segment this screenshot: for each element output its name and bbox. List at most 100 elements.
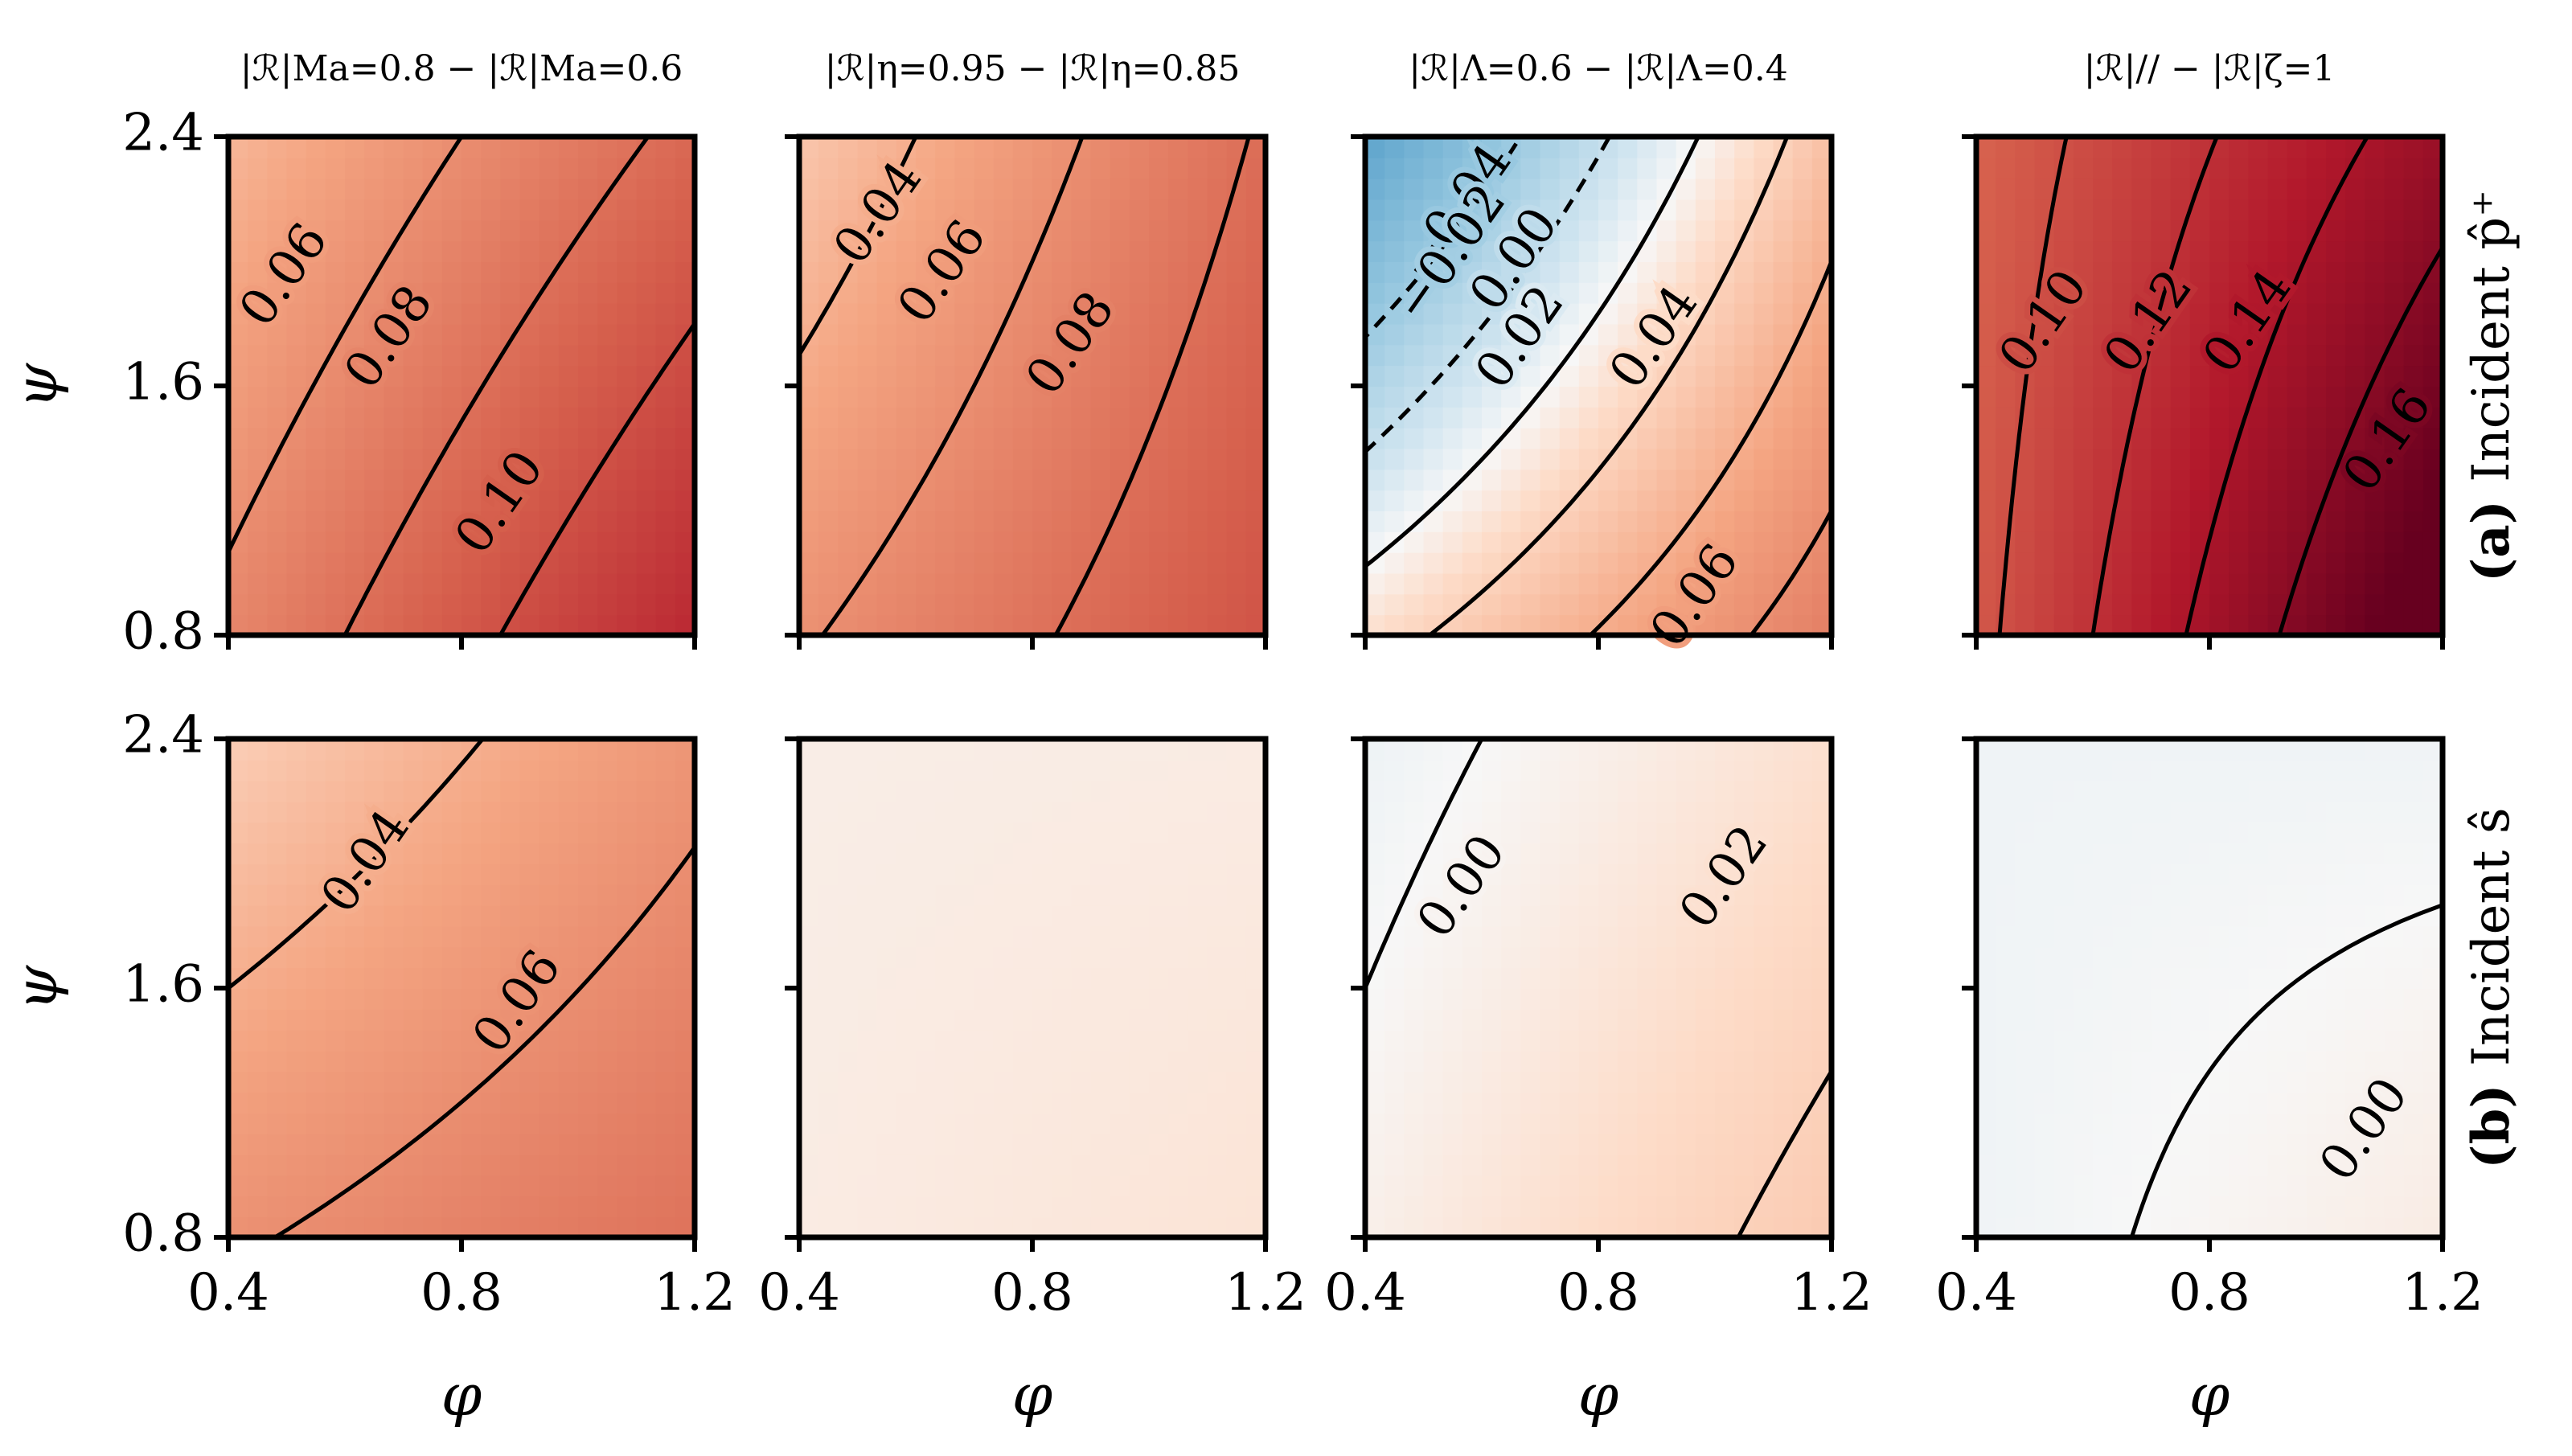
field-cell — [1012, 386, 1033, 408]
field-cell — [1384, 1113, 1405, 1134]
field-cell — [1012, 1113, 1033, 1134]
field-cell — [2073, 780, 2094, 802]
field-cell — [1773, 552, 1794, 574]
field-cell — [1996, 178, 2016, 200]
field-cell — [818, 199, 839, 221]
field-cell — [1110, 1196, 1130, 1218]
field-cell — [2306, 552, 2327, 574]
field-cell — [422, 593, 443, 616]
field-cell — [325, 281, 346, 304]
field-cell — [2093, 261, 2114, 283]
field-cell — [2365, 572, 2385, 595]
field-cell — [1598, 739, 1619, 761]
field-cell — [1792, 406, 1813, 429]
field-cell — [876, 365, 897, 387]
field-cell — [799, 261, 820, 283]
field-cell — [617, 302, 638, 325]
field-cell — [935, 219, 956, 242]
field-cell — [1129, 137, 1150, 158]
field-cell — [2053, 281, 2074, 304]
field-cell — [1071, 925, 1092, 948]
field-cell — [441, 988, 462, 1010]
field-cell — [2015, 531, 2036, 553]
field-cell — [1676, 822, 1696, 844]
field-cell — [1695, 344, 1716, 367]
field-cell — [558, 178, 579, 200]
field-cell — [2365, 137, 2385, 158]
field-cell — [1734, 281, 1755, 304]
field-cell — [2326, 137, 2347, 158]
field-cell — [500, 739, 521, 761]
field-cell — [1540, 469, 1561, 491]
field-cell — [2112, 511, 2133, 532]
field-cell — [2287, 490, 2307, 511]
field-cell — [1129, 1154, 1150, 1176]
field-cell — [597, 323, 618, 346]
field-cell — [461, 1008, 482, 1031]
field-cell — [974, 1133, 995, 1155]
field-cell — [1754, 1113, 1774, 1134]
field-cell — [896, 822, 917, 844]
field-cell — [1540, 614, 1561, 635]
field-cell — [2015, 281, 2036, 304]
field-cell — [1540, 1071, 1561, 1093]
field-cell — [286, 1092, 307, 1114]
field-cell — [2229, 1113, 2250, 1134]
field-cell — [578, 843, 599, 864]
field-cell — [1188, 1050, 1208, 1073]
field-cell — [1676, 448, 1696, 470]
panel-r1-c2: 0.00 0.020.4 0.8 1.2 — [1324, 736, 1873, 1323]
field-cell — [364, 988, 385, 1010]
field-cell — [1052, 925, 1073, 948]
field-cell — [954, 1133, 975, 1155]
field-cell — [1245, 323, 1265, 346]
field-cell — [1482, 1216, 1503, 1237]
field-cell — [2093, 946, 2114, 969]
field-cell — [1384, 780, 1405, 802]
field-cell — [2306, 1113, 2327, 1134]
field-cell — [2034, 511, 2055, 532]
field-cell — [896, 884, 917, 906]
field-cell — [2209, 386, 2230, 408]
field-cell — [857, 531, 878, 553]
contour-line-0 — [228, 137, 464, 557]
field-cell — [481, 572, 502, 595]
field-cell — [2365, 1050, 2385, 1073]
field-cell — [1129, 344, 1150, 367]
field-cell — [364, 1008, 385, 1031]
field-cell — [2131, 427, 2152, 449]
field-cell — [2112, 365, 2133, 387]
field-cell — [1578, 1113, 1599, 1134]
field-cell — [1578, 1071, 1599, 1093]
field-cell — [876, 1092, 897, 1114]
field-cell — [578, 759, 599, 781]
field-cell — [1734, 365, 1755, 387]
field-cell — [325, 386, 346, 408]
field-cell — [2170, 552, 2191, 574]
field-cell — [1559, 531, 1580, 553]
field-cell — [876, 1029, 897, 1052]
field-cell — [857, 780, 878, 802]
field-cell — [2306, 448, 2327, 470]
field-cell — [1226, 988, 1247, 1010]
field-cell — [1578, 365, 1599, 387]
field-cell — [1032, 552, 1053, 574]
field-cell — [2209, 1092, 2230, 1114]
field-cell — [1226, 1071, 1247, 1093]
field-cell — [799, 1092, 820, 1114]
field-cell — [384, 137, 404, 158]
field-cell — [655, 240, 676, 262]
field-cell — [2422, 137, 2443, 158]
field-cell — [2422, 178, 2443, 200]
field-cell — [1996, 801, 2016, 823]
field-cell — [896, 593, 917, 616]
field-cell — [675, 946, 695, 969]
field-cell — [2365, 448, 2385, 470]
field-cell — [818, 843, 839, 864]
field-cell — [1715, 511, 1736, 532]
field-cell — [2015, 801, 2036, 823]
field-cell — [1071, 406, 1092, 429]
field-cell — [1773, 261, 1794, 283]
field-cell — [1559, 739, 1580, 761]
field-cell — [2326, 1154, 2347, 1176]
